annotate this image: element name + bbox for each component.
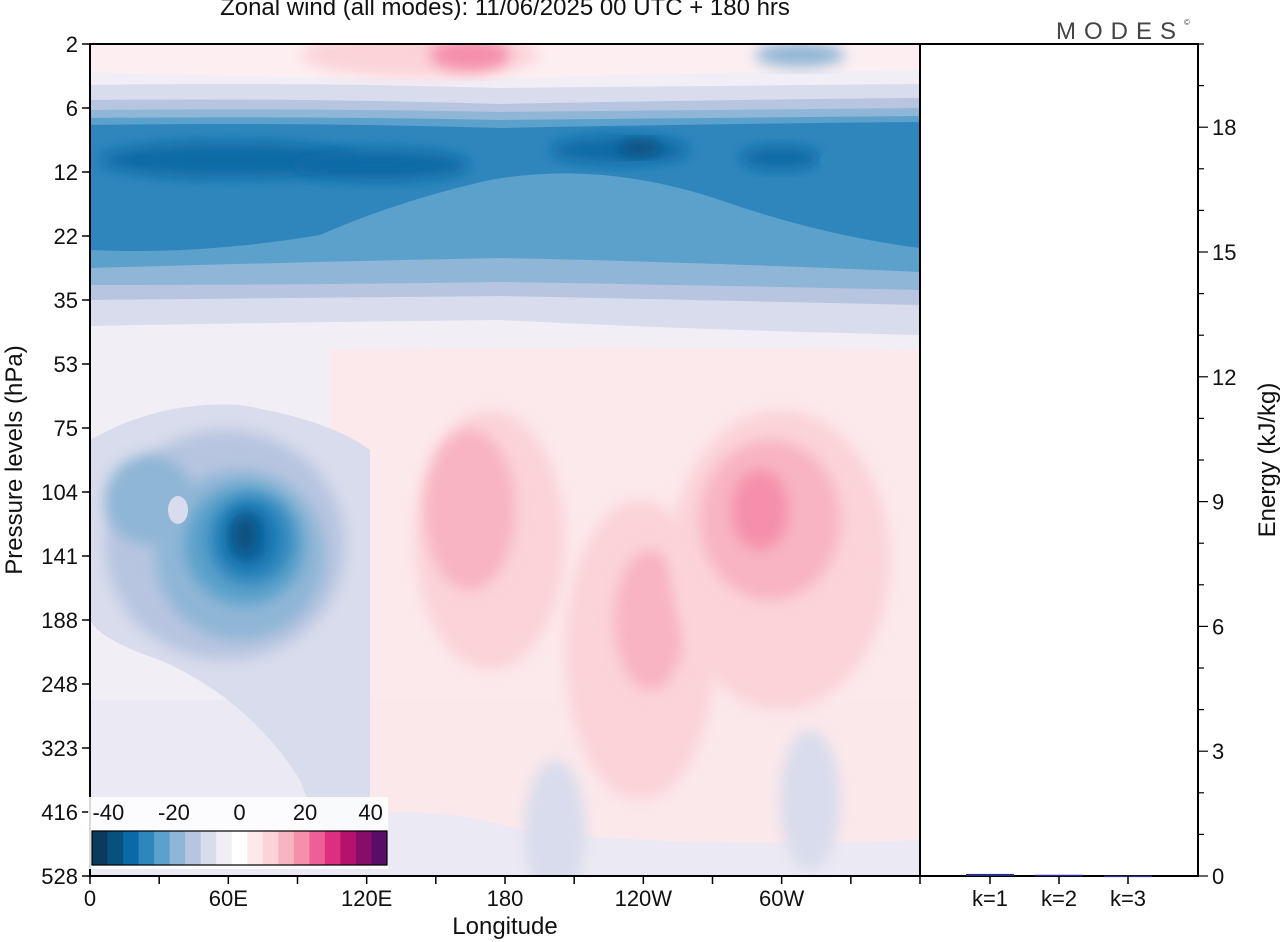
colorbar-tick-label: -20 [158, 800, 190, 825]
colorbar-cell [355, 831, 372, 865]
colorbar-cell [262, 831, 279, 865]
colorbar-cell [340, 831, 357, 865]
energy-tick-label: 12 [1212, 365, 1236, 390]
colorbar-cell [138, 831, 155, 865]
colorbar-tick-label: 20 [293, 800, 317, 825]
colorbar-cell [278, 831, 295, 865]
y-tick-label: 2 [66, 32, 78, 57]
chart-title: Zonal wind (all modes): 11/06/2025 00 UT… [220, 0, 790, 21]
y-tick-label: 104 [41, 480, 78, 505]
y-tick-label: 35 [54, 288, 78, 313]
energy-panel-frame [919, 43, 1199, 877]
colorbar-cell [231, 831, 248, 865]
colorbar-cell [185, 831, 202, 865]
colorbar-cell [216, 831, 233, 865]
x-tick-label: 120E [341, 886, 392, 911]
colorbar-cell [123, 831, 140, 865]
colorbar-tick-label: -40 [92, 800, 124, 825]
y-tick-label: 416 [41, 800, 78, 825]
energy-bar [1035, 874, 1083, 877]
x-tick-label: 60E [209, 886, 248, 911]
colorbar-tick-label: 40 [358, 800, 382, 825]
energy-axis-title: Energy (kJ/kg) [1254, 383, 1280, 538]
zonal-wind-field [90, 44, 920, 876]
colorbar-cell [92, 831, 109, 865]
energy-tick-label: 6 [1212, 614, 1224, 639]
colorbar-cell [200, 831, 217, 865]
x-tick-label: 180 [487, 886, 524, 911]
energy-x-label: k=1 [972, 886, 1008, 911]
colorbar-cell [107, 831, 124, 865]
energy-tick-label: 9 [1212, 490, 1224, 515]
energy-x-label: k=3 [1110, 886, 1146, 911]
colorbar: -40 -20 0 20 40 [88, 797, 388, 869]
energy-bar [966, 873, 1014, 876]
modes-logo: MODES© [1056, 18, 1190, 45]
y-axis-title: Pressure levels (hPa) [1, 345, 28, 574]
energy-tick-label: 15 [1212, 240, 1236, 265]
energy-tick-label: 18 [1212, 115, 1236, 140]
colorbar-cell [309, 831, 326, 865]
y-tick-label: 53 [54, 352, 78, 377]
y-tick-label: 323 [41, 736, 78, 761]
y-tick-label: 12 [54, 160, 78, 185]
x-axis-title: Longitude [452, 913, 557, 940]
y-tick-label: 528 [41, 864, 78, 889]
colorbar-cell [154, 831, 171, 865]
y-tick-label: 248 [41, 672, 78, 697]
pressure-axis: 2 6 12 22 35 53 75 104 141 188 248 323 416 528 [41, 32, 90, 889]
y-tick-label: 188 [41, 608, 78, 633]
y-tick-label: 75 [54, 416, 78, 441]
colorbar-cell [324, 831, 341, 865]
y-tick-label: 141 [41, 544, 78, 569]
colorbar-cell [371, 831, 388, 865]
longitude-axis: 0 60E 120E 180 120W 60W [84, 876, 921, 911]
energy-bars: k=1 k=2 k=3 [966, 873, 1152, 911]
x-tick-label: 120W [615, 886, 673, 911]
colorbar-cell [293, 831, 310, 865]
colorbar-cell [169, 831, 186, 865]
energy-tick-label: 0 [1212, 864, 1224, 889]
energy-axis: 0 3 6 9 12 15 18 [1198, 43, 1236, 889]
energy-x-label: k=2 [1041, 886, 1077, 911]
y-tick-label: 6 [66, 96, 78, 121]
colorbar-cell [247, 831, 264, 865]
energy-tick-label: 3 [1212, 739, 1224, 764]
x-tick-label: 60W [759, 886, 804, 911]
x-tick-label: 0 [84, 886, 96, 911]
colorbar-tick-label: 0 [233, 800, 245, 825]
y-tick-label: 22 [54, 224, 78, 249]
